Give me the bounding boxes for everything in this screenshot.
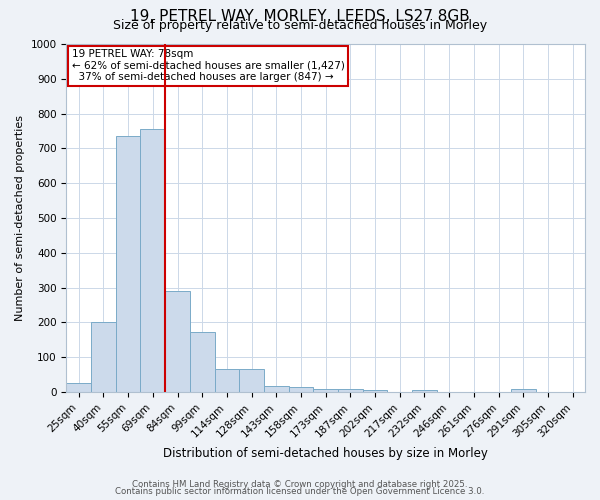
Bar (140, 130, 165, 392)
X-axis label: Distribution of semi-detached houses by size in Morley: Distribution of semi-detached houses by … (163, 447, 488, 460)
Bar (511, 390, 536, 392)
Text: Contains HM Land Registry data © Crown copyright and database right 2025.: Contains HM Land Registry data © Crown c… (132, 480, 468, 489)
Bar (338, 388, 363, 392)
Bar (264, 386, 289, 392)
Text: Contains public sector information licensed under the Open Government Licence 3.: Contains public sector information licen… (115, 487, 485, 496)
Bar (67, 384, 91, 392)
Bar (313, 388, 338, 392)
Bar (190, 332, 215, 392)
Bar (91, 322, 116, 392)
Bar (363, 390, 388, 392)
Text: 19, PETREL WAY, MORLEY, LEEDS, LS27 8GB: 19, PETREL WAY, MORLEY, LEEDS, LS27 8GB (130, 9, 470, 24)
Bar (412, 390, 437, 392)
Bar (165, 291, 190, 392)
Y-axis label: Number of semi-detached properties: Number of semi-detached properties (15, 115, 25, 321)
Bar (239, 370, 264, 392)
Text: Size of property relative to semi-detached houses in Morley: Size of property relative to semi-detach… (113, 19, 487, 32)
Bar (289, 387, 313, 392)
Bar (215, 370, 239, 392)
Text: 19 PETREL WAY: 78sqm
← 62% of semi-detached houses are smaller (1,427)
  37% of : 19 PETREL WAY: 78sqm ← 62% of semi-detac… (71, 49, 344, 82)
Bar (116, 136, 140, 392)
